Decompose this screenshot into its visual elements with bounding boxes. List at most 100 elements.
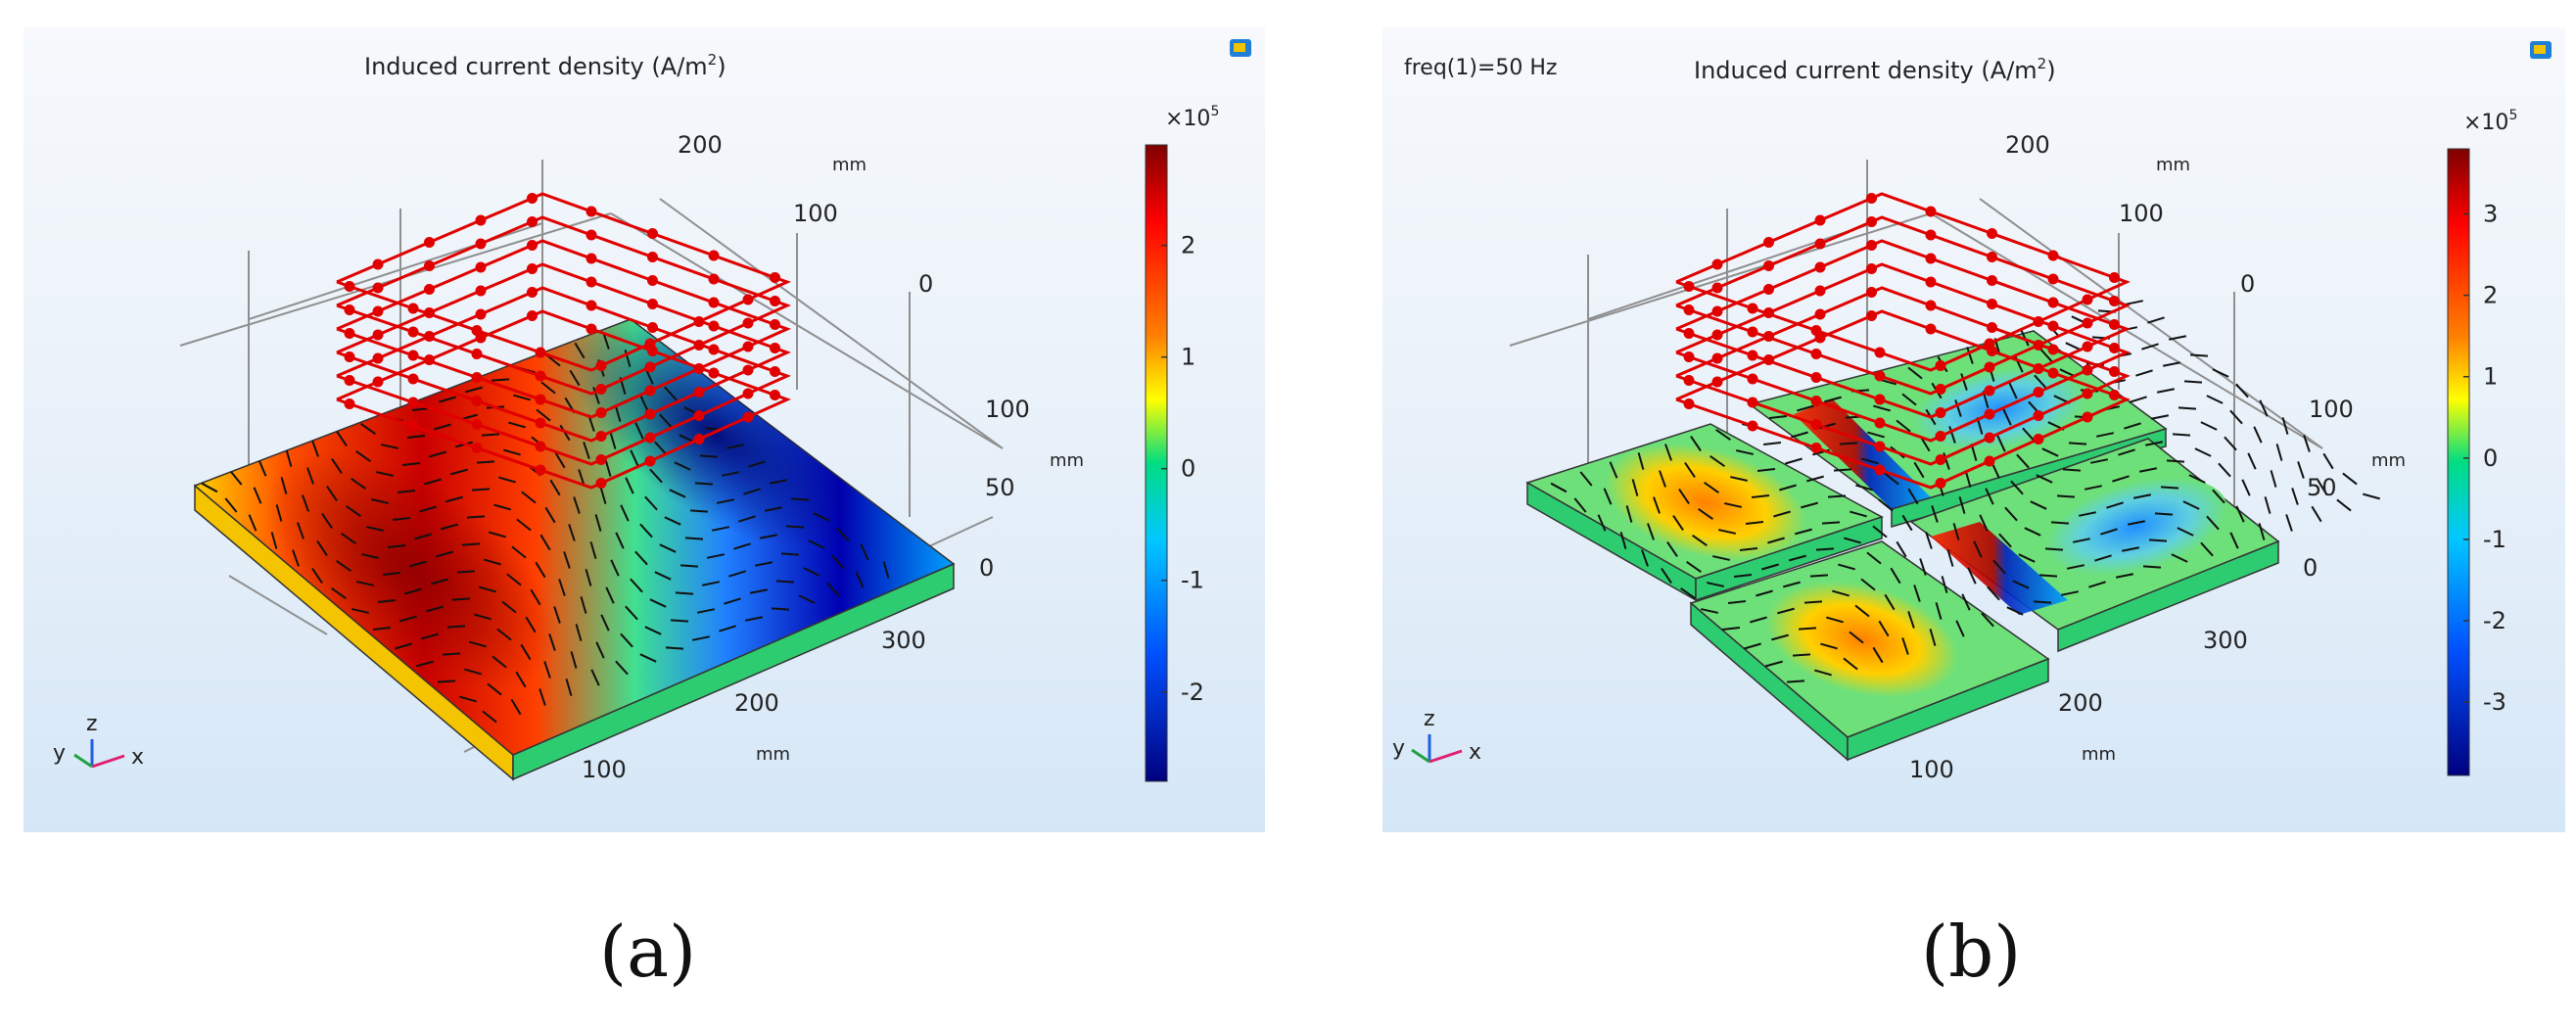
- surface-arrow: [2124, 422, 2141, 430]
- surface-arrow: [2182, 500, 2200, 510]
- surface-arrow: [2016, 453, 2030, 469]
- surface-arrow: [1786, 679, 1805, 683]
- coil-arrow-head: [527, 287, 538, 298]
- colorbar-tick-label: -1: [2483, 526, 2506, 553]
- surface-arrow: [2177, 527, 2194, 537]
- surface-arrow: [1686, 561, 1702, 573]
- coil-arrow-head: [1763, 307, 1774, 318]
- surface-arrow: [321, 512, 333, 530]
- surface-arrow: [1873, 404, 1891, 412]
- surface-arrow: [2066, 564, 2085, 570]
- coil-arrow-head: [770, 390, 780, 400]
- surface-arrow: [1872, 646, 1884, 664]
- surface-arrow: [1637, 452, 1645, 470]
- surface-arrow: [1860, 578, 1876, 591]
- surface-arrow: [2168, 335, 2187, 341]
- coil-arrow-head: [1925, 323, 1937, 335]
- coil-loop: [336, 309, 791, 490]
- surface-arrow: [1998, 533, 2012, 548]
- coil-arrow-head: [770, 296, 780, 306]
- surface-arrow: [1907, 488, 1919, 505]
- x-tick-100-a: 100: [582, 756, 627, 783]
- surface-arrow: [1952, 523, 1960, 540]
- surface-arrow: [2095, 432, 2115, 438]
- surface-arrow: [2160, 486, 2179, 490]
- coil-arrow-head: [693, 434, 705, 445]
- surface-arrow: [492, 655, 507, 669]
- surface-arrow: [2206, 515, 2220, 531]
- surface-arrow: [669, 489, 686, 498]
- coil-arrow-head: [1711, 329, 1723, 341]
- surface-arrow: [625, 477, 634, 494]
- coil-arrow-head: [475, 285, 487, 297]
- surface-arrow: [1844, 537, 1861, 544]
- surface-arrow: [2018, 553, 2036, 563]
- surface-arrow: [503, 448, 521, 456]
- plot-title-a: Induced current density (A/m2): [364, 51, 726, 80]
- surface-arrow: [2148, 538, 2168, 542]
- surface-arrow: [2068, 442, 2087, 445]
- plate-front-b: [1689, 540, 2050, 762]
- coil-arrow-head: [424, 260, 435, 271]
- surface-arrow: [543, 661, 551, 679]
- surface-arrow: [771, 607, 790, 611]
- surface-arrow: [1785, 457, 1803, 465]
- coil-arrow-head: [1814, 214, 1826, 226]
- colorbar-tick-label: -2: [1181, 679, 1204, 706]
- coil-arrow-head: [471, 396, 483, 406]
- surface-arrow: [1779, 484, 1797, 492]
- surface-arrow: [336, 430, 348, 447]
- surface-arrow: [1795, 528, 1812, 536]
- surface-arrow: [491, 378, 510, 382]
- colorbar-tick-label: 2: [2483, 282, 2498, 309]
- surface-arrow: [360, 553, 380, 559]
- coil-loop: [336, 286, 791, 466]
- surface-arrow: [574, 342, 585, 359]
- coil-arrow-head: [1747, 397, 1758, 408]
- coil-arrow-head: [1866, 310, 1877, 321]
- colorbar-multiplier-b: ×105: [2463, 108, 2517, 135]
- x-tick-200-b: 200: [2058, 689, 2103, 717]
- coil-arrow-head: [372, 352, 384, 364]
- window-icon-a[interactable]: [1230, 39, 1251, 57]
- surface-arrow: [2132, 493, 2152, 499]
- coil-arrow-head: [527, 216, 538, 227]
- coil-arrow-head: [407, 397, 419, 408]
- colorbar-tick-label: 0: [2483, 445, 2498, 472]
- x-tick-300-a: 300: [881, 627, 926, 654]
- surface-arrow: [1946, 549, 1954, 567]
- surface-arrow: [754, 561, 773, 567]
- surface-arrow: [549, 479, 561, 496]
- surface-arrow: [1960, 373, 1968, 391]
- surface-arrow: [297, 522, 304, 539]
- x-tick-100-b: 100: [1909, 756, 1954, 783]
- coil-arrow-head: [708, 273, 720, 285]
- surface-arrow: [1777, 607, 1795, 615]
- coil-arrow-head: [1711, 305, 1723, 317]
- surface-arrow: [2130, 396, 2147, 403]
- surface-arrow: [1727, 600, 1747, 604]
- coil-arrow-head: [1683, 351, 1695, 362]
- surface-arrow: [416, 660, 434, 668]
- surface-arrow: [1767, 537, 1785, 544]
- coil-arrow-head: [1763, 331, 1774, 342]
- surface-arrow: [1855, 484, 1873, 492]
- surface-arrow: [2194, 447, 2212, 457]
- surface-arrow: [649, 468, 663, 484]
- coil-arrow-head: [1866, 216, 1877, 227]
- surface-arrow: [1838, 563, 1855, 571]
- coil-arrow-head: [424, 331, 435, 342]
- surface-arrow: [583, 442, 590, 459]
- coil-arrow-head: [1814, 308, 1826, 320]
- surface-arrow: [1961, 593, 1971, 611]
- window-icon-b[interactable]: [2530, 41, 2552, 59]
- surface-arrow: [375, 471, 395, 477]
- surface-arrow: [331, 457, 343, 475]
- coil-arrow-head: [475, 261, 487, 273]
- surface-arrow: [326, 485, 338, 502]
- coil-arrow-head: [1866, 193, 1877, 204]
- coil-arrow-head: [1810, 372, 1822, 383]
- conductor-plates-b: [1525, 300, 2380, 762]
- surface-arrow: [1806, 475, 1824, 483]
- coil-arrow-head: [1984, 361, 1995, 373]
